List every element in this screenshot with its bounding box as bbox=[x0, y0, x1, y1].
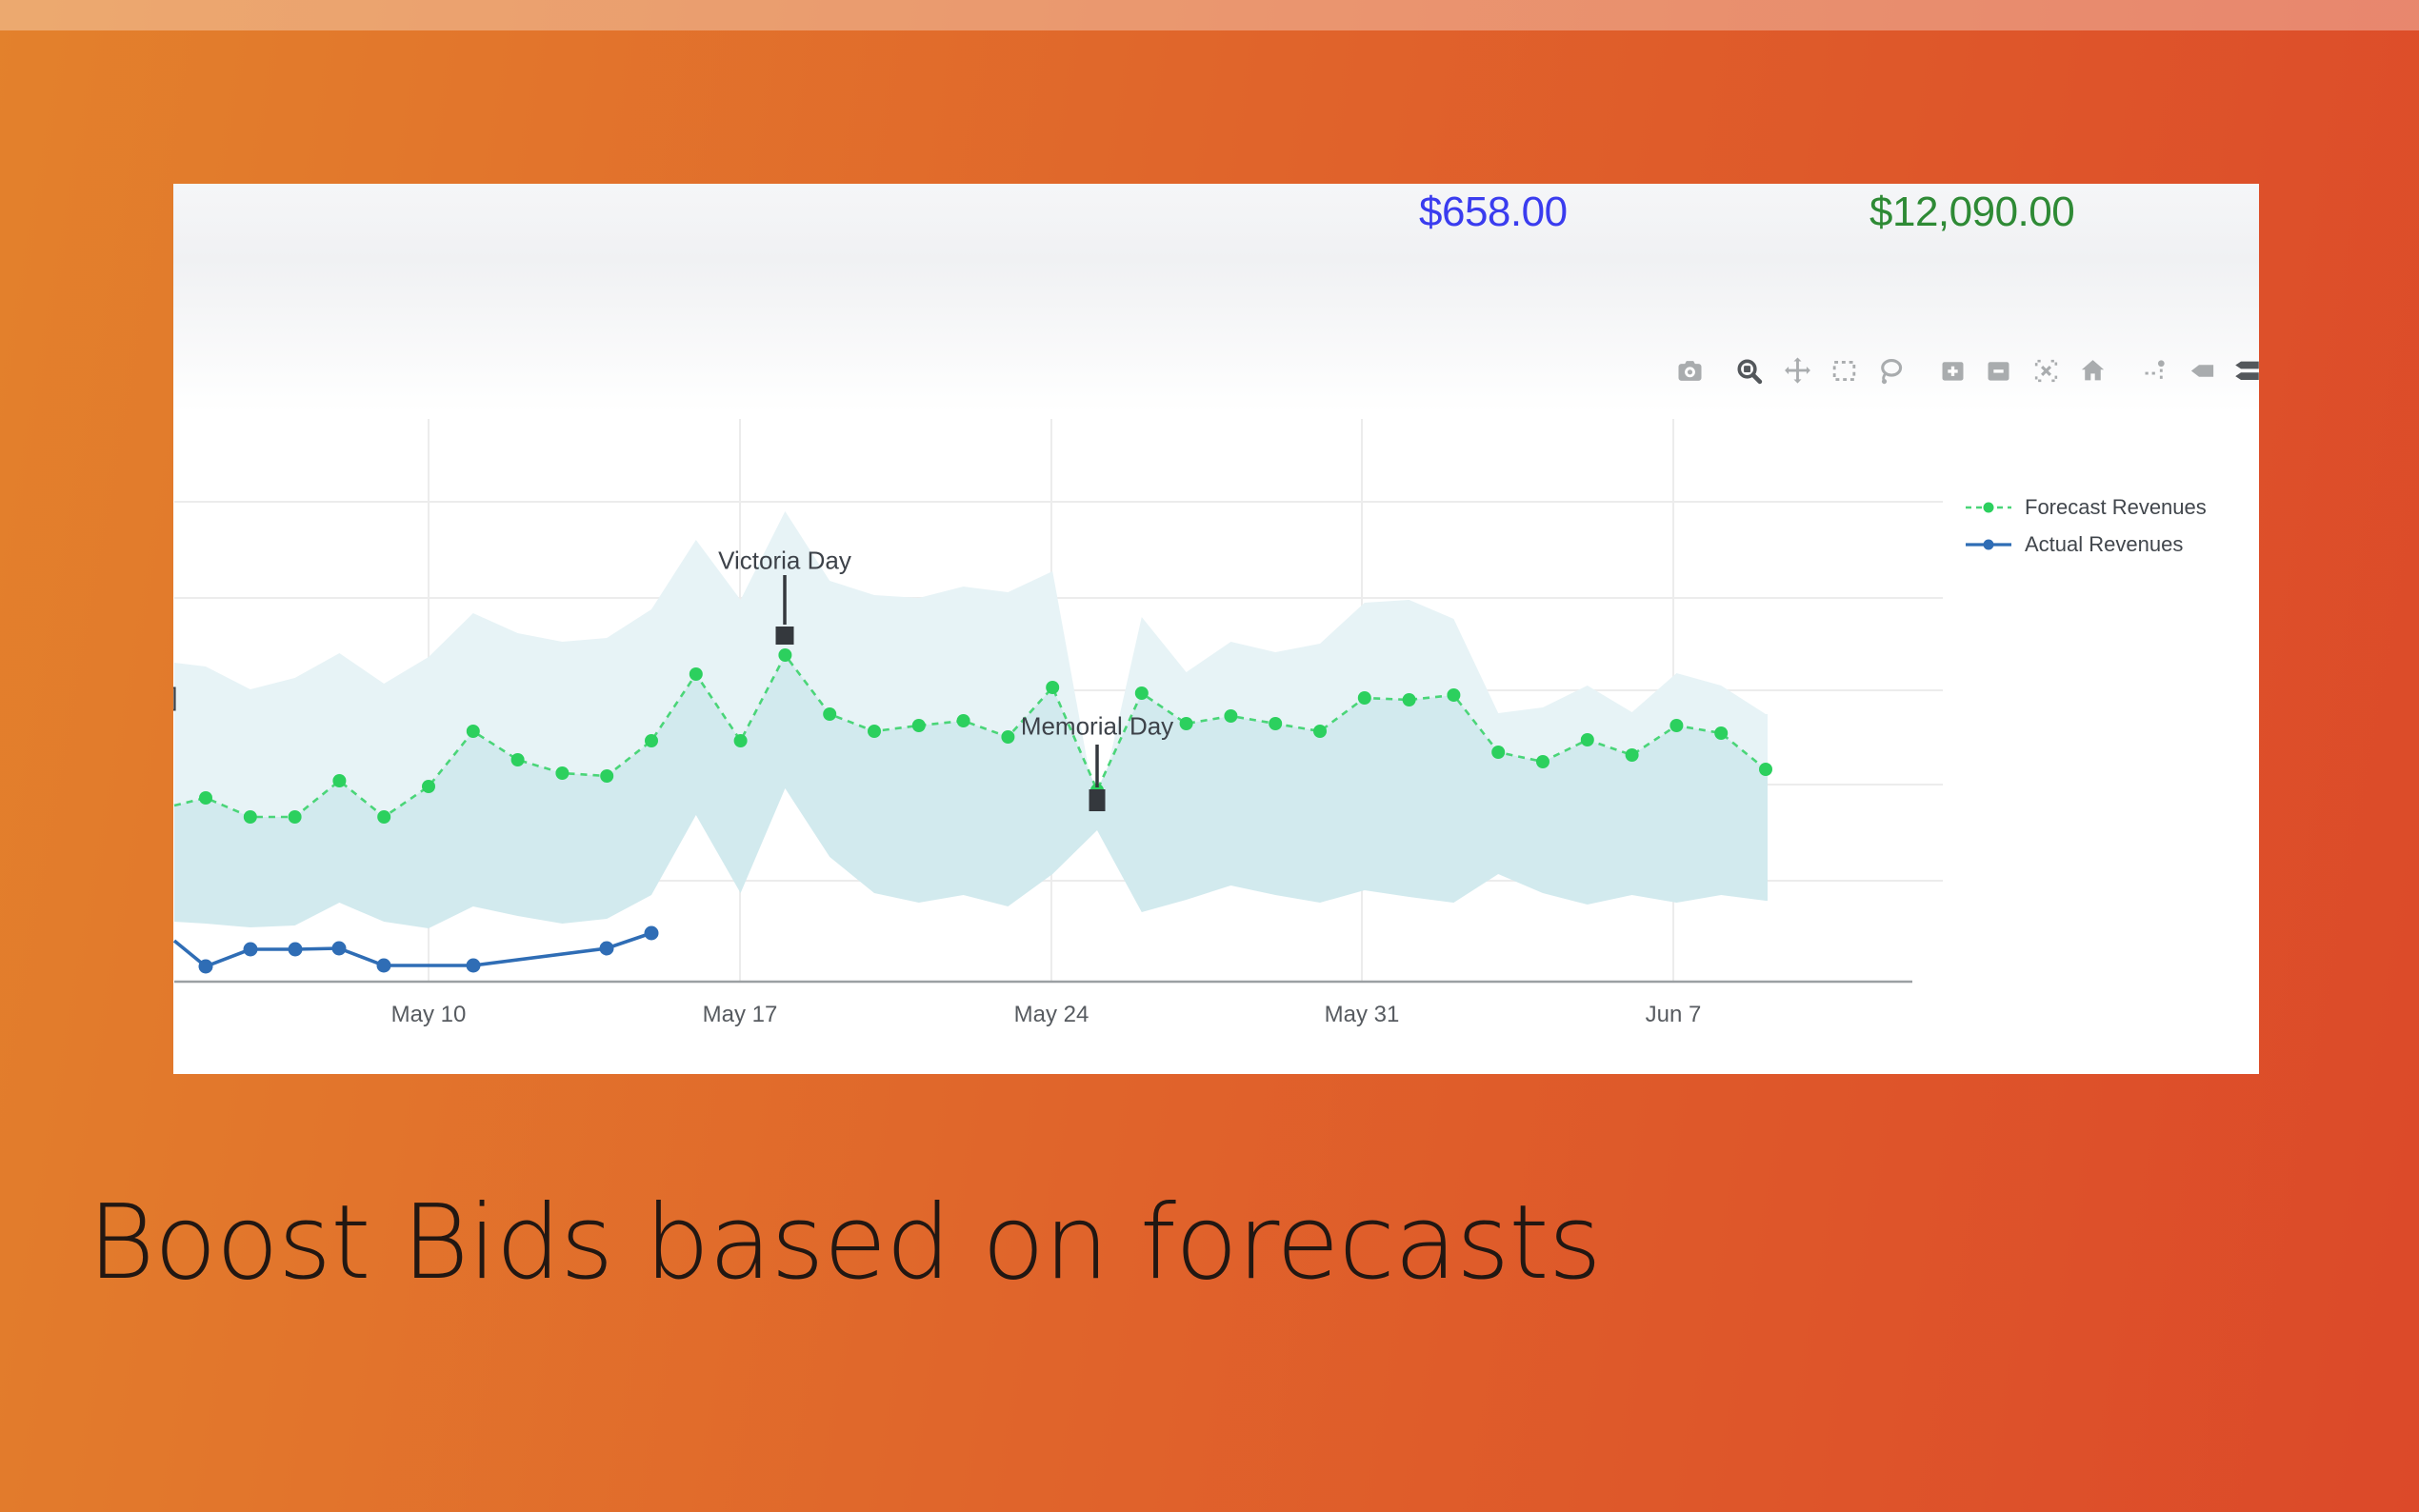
confidence-band-upper bbox=[174, 511, 1768, 817]
annotation-marker bbox=[1089, 789, 1106, 811]
annotation-victoria-day: Victoria Day bbox=[718, 546, 851, 575]
confidence-band-lower bbox=[174, 655, 1768, 928]
clipped-y-axis-label: ] bbox=[173, 683, 178, 712]
legend-sample-line bbox=[1966, 502, 2011, 513]
spikelines-icon[interactable] bbox=[2139, 354, 2171, 387]
zoom-icon[interactable] bbox=[1732, 354, 1765, 387]
hover-closest-icon[interactable] bbox=[2186, 354, 2218, 387]
pan-icon[interactable] bbox=[1781, 354, 1813, 387]
legend-sample-line bbox=[1966, 539, 2011, 550]
lasso-icon[interactable] bbox=[1874, 354, 1907, 387]
x-tick-jun-7: Jun 7 bbox=[1645, 1002, 1702, 1027]
legend-item-forecast-revenues[interactable]: Forecast Revenues bbox=[1964, 495, 2207, 520]
legend-label: Forecast Revenues bbox=[2025, 495, 2207, 519]
zoom-out-icon[interactable] bbox=[1982, 354, 2014, 387]
annotation-memorial-day: Memorial Day bbox=[1020, 711, 1174, 741]
slide-top-strip bbox=[0, 0, 2419, 30]
x-tick-may-24: May 24 bbox=[1013, 1002, 1090, 1027]
box-select-icon[interactable] bbox=[1828, 354, 1860, 387]
camera-icon[interactable] bbox=[1673, 354, 1706, 387]
x-tick-may-31: May 31 bbox=[1324, 1002, 1400, 1027]
legend-label: Actual Revenues bbox=[2025, 532, 2184, 556]
hover-compare-icon[interactable] bbox=[2230, 354, 2259, 387]
zoom-in-icon[interactable] bbox=[1936, 354, 1969, 387]
metric-value-1: $12,090.00 bbox=[1869, 189, 2075, 235]
autoscale-icon[interactable] bbox=[2029, 354, 2062, 387]
x-tick-may-10: May 10 bbox=[390, 1002, 467, 1027]
x-tick-may-17: May 17 bbox=[702, 1002, 778, 1027]
metric-value-0: $658.00 bbox=[1419, 189, 1568, 235]
slide-title: Boost Bids based on forecasts bbox=[88, 1184, 1602, 1303]
home-icon[interactable] bbox=[2076, 354, 2109, 387]
chart-screenshot-panel: Victoria Day Memorial Day May 10 May 17 May … bbox=[173, 184, 2259, 1074]
actual-markers bbox=[198, 925, 659, 974]
legend-item-actual-revenues[interactable]: Actual Revenues bbox=[1964, 532, 2183, 557]
revenue-forecast-chart[interactable] bbox=[173, 184, 2259, 1074]
annotation-marker bbox=[775, 627, 794, 645]
